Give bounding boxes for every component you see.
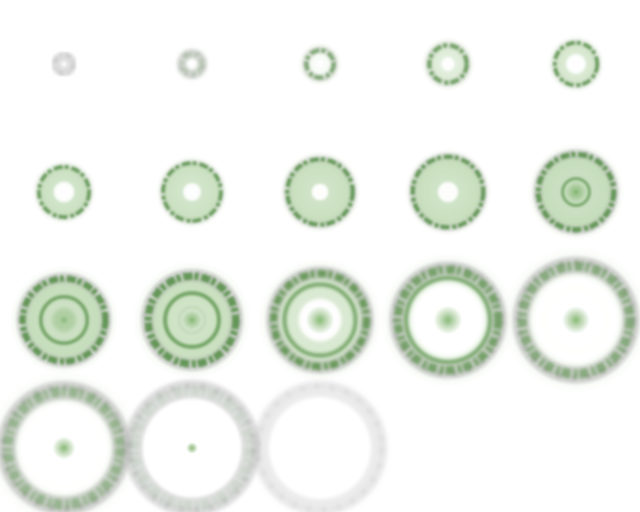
frame-svg	[258, 258, 382, 382]
white-core	[183, 183, 201, 201]
sprite-frame	[256, 256, 384, 384]
sprite-frame	[380, 252, 516, 388]
frame-svg	[252, 380, 388, 512]
frame-svg	[155, 155, 229, 229]
white-core	[53, 181, 75, 203]
shock-ring	[179, 51, 205, 77]
smoke-ring-texture	[53, 53, 75, 75]
sprite-frame	[0, 256, 128, 384]
white-core	[270, 398, 370, 498]
center-spot	[433, 305, 463, 335]
shock-ring	[552, 40, 600, 88]
shock-ring	[393, 265, 503, 375]
frame-svg	[297, 41, 343, 87]
shock-ring	[37, 165, 91, 219]
sprite-frame	[512, 0, 640, 128]
shock-ring	[129, 385, 255, 511]
shock-ring	[285, 157, 355, 227]
sprite-frame	[256, 0, 384, 128]
frame-svg	[51, 51, 77, 77]
sprite-frame	[502, 246, 640, 394]
frame-svg	[9, 265, 119, 375]
shock-ring	[304, 48, 336, 80]
frame-svg	[403, 147, 493, 237]
sprite-frame	[384, 128, 512, 256]
white-core	[317, 61, 323, 67]
center-spot	[564, 180, 588, 204]
sprite-frame	[0, 369, 143, 512]
white-core	[311, 183, 329, 201]
white-core	[441, 57, 455, 71]
shock-ring	[517, 261, 635, 379]
white-core	[438, 182, 458, 202]
smoke-ring-texture	[255, 383, 385, 512]
shock-ring	[535, 151, 617, 233]
inner-ring	[403, 275, 493, 365]
frame-svg	[0, 369, 143, 512]
sprite-frame	[384, 0, 512, 128]
frame-svg	[278, 150, 362, 234]
sprite-frame	[123, 379, 261, 512]
shock-ring	[144, 272, 240, 368]
shock-ring	[161, 161, 223, 223]
center-spot	[49, 305, 79, 335]
frame-svg	[171, 43, 213, 85]
shock-ring	[269, 269, 371, 371]
center-spot	[186, 442, 198, 454]
frame-svg	[502, 246, 640, 394]
smoke-ring	[252, 380, 388, 512]
shock-ring	[427, 43, 469, 85]
shock-ring	[2, 386, 126, 510]
center-spot	[562, 306, 590, 334]
sprite-frame	[128, 128, 256, 256]
inner-ring	[282, 282, 358, 358]
frame-svg	[380, 252, 516, 388]
inner-ring	[561, 177, 591, 207]
smoke-ring	[51, 51, 77, 77]
white-core	[566, 54, 586, 74]
frame-svg	[420, 36, 476, 92]
inner-ring	[163, 291, 221, 349]
frame-svg	[547, 35, 605, 93]
frame-svg	[123, 379, 261, 512]
center-spot	[305, 305, 335, 335]
shock-ring	[19, 275, 109, 365]
sprite-frame	[512, 128, 640, 256]
center-spot	[52, 436, 76, 460]
sprite-frame	[0, 0, 128, 128]
sprite-frame	[256, 128, 384, 256]
inner-ring	[39, 295, 89, 345]
shock-ring	[410, 154, 486, 230]
sprite-frame	[128, 0, 256, 128]
frame-svg	[31, 159, 97, 225]
sprite-frame	[128, 256, 256, 384]
frame-svg	[527, 143, 625, 241]
center-spot	[176, 304, 208, 336]
frame-svg	[132, 260, 252, 380]
sprite-frame	[0, 128, 128, 256]
sprite-frame	[252, 380, 388, 512]
